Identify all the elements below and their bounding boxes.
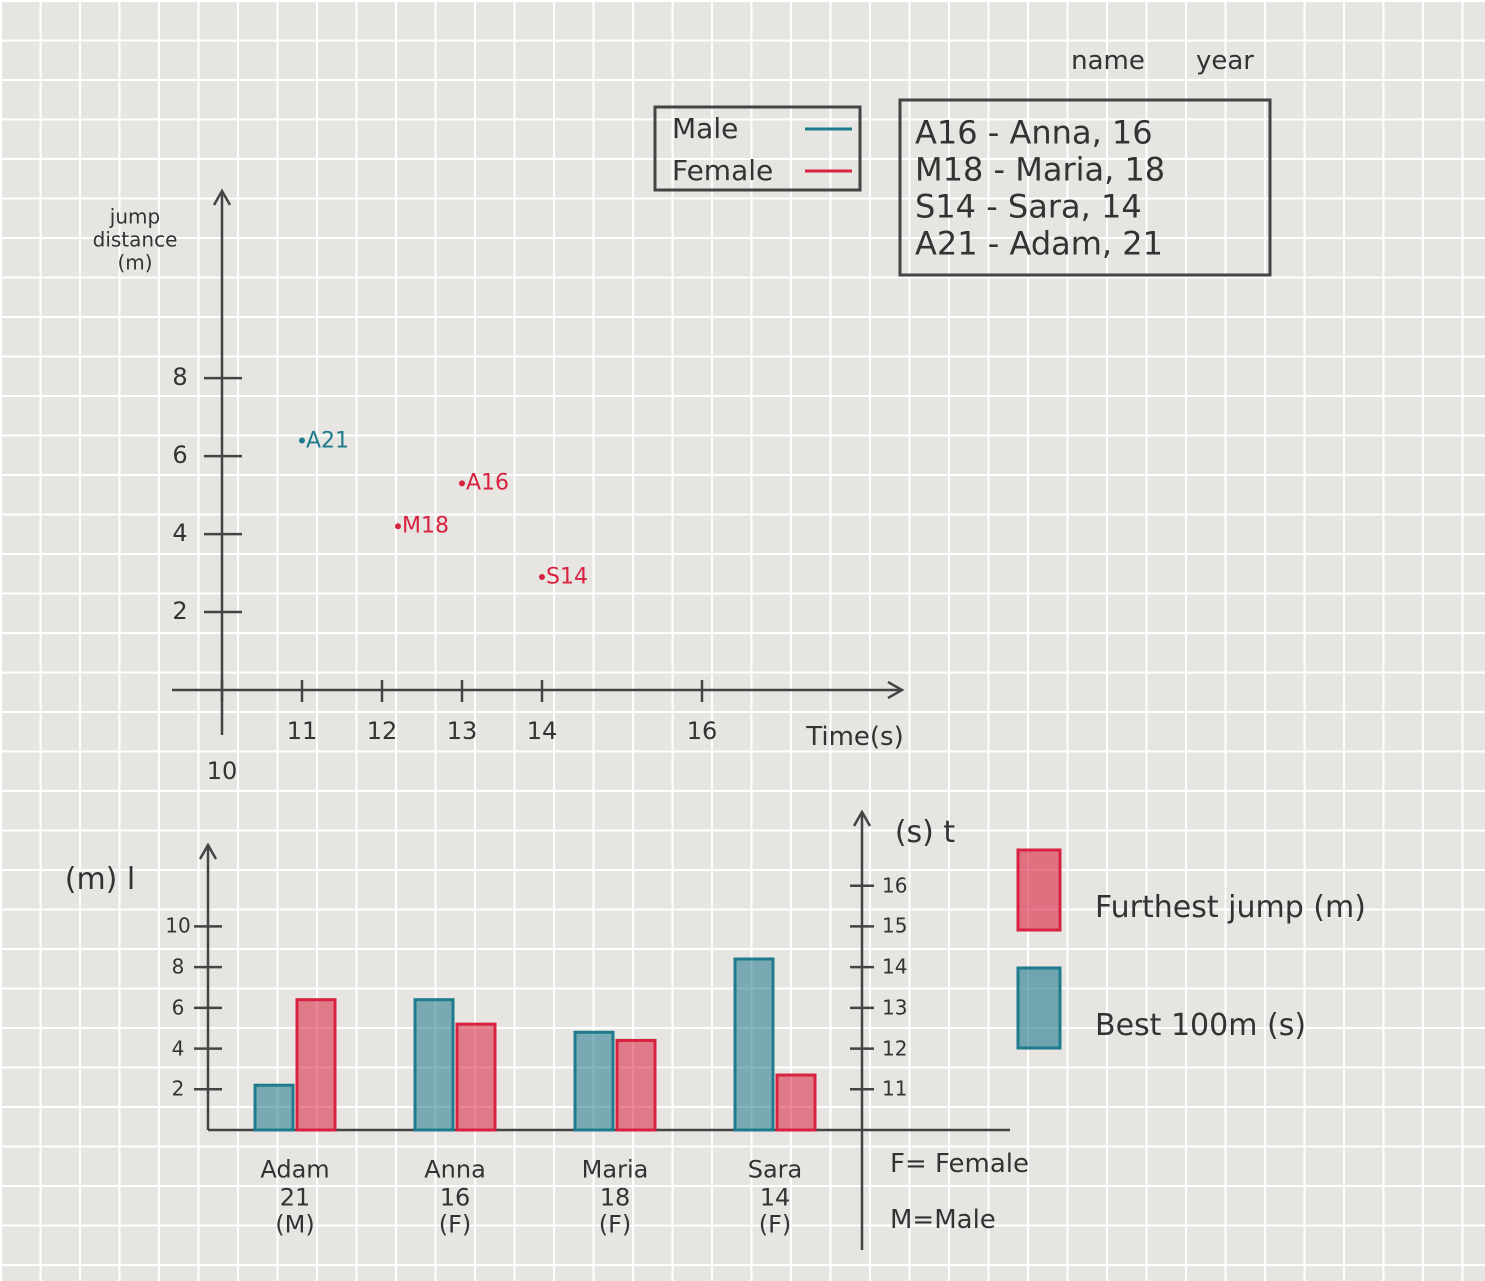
- key-header: name: [1071, 46, 1145, 77]
- data-point: [459, 480, 465, 487]
- y-axis-label: jump distance (m): [92, 204, 178, 275]
- x-tick-label: 13: [446, 717, 478, 746]
- x-tick-label: 10: [206, 757, 238, 786]
- x-tick-label: Maria 18 (F): [581, 1155, 649, 1239]
- x-tick-label: Anna 16 (F): [424, 1155, 486, 1239]
- y2-tick-label: 16: [882, 873, 908, 898]
- key-row: S14 - Sara, 14: [915, 187, 1142, 226]
- x-tick-label: Sara 14 (F): [747, 1155, 803, 1239]
- x-axis-label: Time(s): [806, 722, 904, 753]
- legend-box: [653, 105, 862, 192]
- axis-arrow: [212, 188, 232, 206]
- legend-label: Female: [672, 153, 774, 187]
- y-tick-label: 4: [172, 519, 188, 548]
- bar: [615, 1038, 657, 1132]
- point-label: M18: [402, 513, 449, 539]
- y2-tick-label: 13: [882, 995, 908, 1020]
- key-box: [898, 98, 1272, 277]
- x-tick-label: 11: [286, 717, 318, 746]
- bar: [455, 1022, 497, 1132]
- y2-tick-label: 11: [882, 1076, 908, 1101]
- key-header: year: [1195, 46, 1255, 77]
- legend-swatch: [1016, 966, 1062, 1050]
- legend-swatch: [1016, 848, 1062, 932]
- y-tick-label: 2: [172, 597, 188, 626]
- y-tick-label: 4: [171, 1036, 185, 1061]
- y2-axis-label: (s) t: [894, 814, 956, 850]
- y-tick-label: 6: [171, 995, 185, 1020]
- x-tick-label: Adam 21 (M): [260, 1155, 330, 1239]
- data-point: [539, 573, 545, 580]
- legend-label: Furthest jump (m): [1095, 889, 1366, 925]
- y-tick-label: 6: [172, 441, 188, 470]
- y-tick-label: 8: [172, 363, 188, 392]
- x-tick-label: 12: [366, 717, 398, 746]
- y-tick-label: 2: [171, 1076, 185, 1101]
- annotation: M=Male: [890, 1205, 996, 1236]
- axis-arrow: [198, 842, 218, 860]
- y2-tick-label: 15: [882, 913, 908, 938]
- key-row: M18 - Maria, 18: [915, 150, 1166, 189]
- x-tick-label: 14: [526, 717, 558, 746]
- bar: [253, 1083, 295, 1132]
- legend-label: Male: [672, 111, 739, 145]
- y-axis-label: (m) l: [64, 861, 136, 897]
- key-row: A16 - Anna, 16: [915, 113, 1153, 152]
- bar: [413, 998, 455, 1132]
- data-point: [299, 437, 305, 444]
- point-label: S14: [546, 564, 588, 590]
- y-tick-label: 8: [171, 954, 185, 979]
- legend-label: Best 100m (s): [1095, 1007, 1307, 1043]
- axis-arrow: [887, 680, 905, 700]
- point-label: A16: [466, 470, 510, 496]
- point-label: A21: [306, 427, 350, 453]
- bar: [295, 998, 337, 1132]
- y-tick-label: 10: [165, 913, 191, 938]
- y2-tick-label: 14: [882, 954, 908, 979]
- annotation: F= Female: [890, 1149, 1030, 1180]
- x-tick-label: 16: [686, 717, 718, 746]
- y2-tick-label: 12: [882, 1036, 908, 1061]
- data-point: [395, 523, 401, 530]
- axis-arrow: [852, 809, 872, 827]
- bar: [573, 1030, 615, 1132]
- key-row: A21 - Adam, 21: [915, 224, 1163, 263]
- bar: [775, 1073, 817, 1132]
- bar: [733, 957, 775, 1132]
